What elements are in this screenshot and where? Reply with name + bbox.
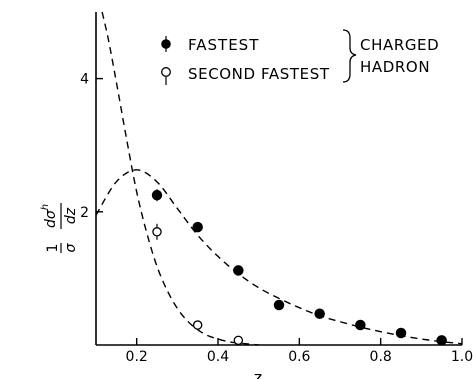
- point-second-fastest: [152, 227, 162, 237]
- svg-text:σ: σ: [63, 242, 79, 252]
- x-tick-label: 1.0: [451, 349, 473, 365]
- fit-curve-2: [101, 11, 259, 346]
- y-tick-label: 2: [80, 205, 89, 221]
- legend-label-fastest: FASTEST: [188, 36, 259, 54]
- y-tick-label: 4: [80, 72, 89, 88]
- legend-group-label-charged: CHARGED: [360, 36, 439, 54]
- legend-brace: [342, 29, 357, 83]
- point-fastest: [233, 265, 244, 276]
- point-fastest: [436, 335, 447, 346]
- svg-text:dz: dz: [63, 207, 79, 224]
- x-tick-label: 0.2: [126, 349, 148, 365]
- y-axis-label: 1 σ dσh dz: [40, 203, 79, 253]
- point-fastest: [192, 221, 203, 233]
- legend-label-second-fastest: SECOND FASTEST: [188, 65, 330, 83]
- point-fastest: [355, 319, 366, 331]
- x-tick-label: 0.8: [370, 349, 392, 365]
- x-tick-label: 0.4: [207, 349, 229, 365]
- legend-marker-second-fastest: [161, 67, 171, 77]
- point-fastest: [151, 189, 163, 201]
- svg-text:1: 1: [45, 244, 61, 253]
- x-axis-label: z: [254, 368, 262, 379]
- legend: FASTEST SECOND FASTEST CHARGED HADRON: [161, 29, 439, 85]
- point-fastest: [273, 299, 285, 311]
- point-fastest: [395, 327, 407, 339]
- point-fastest: [314, 308, 325, 319]
- point-second-fastest: [192, 320, 203, 330]
- x-tick-label: 0.6: [288, 349, 310, 365]
- point-second-fastest: [233, 335, 244, 346]
- legend-group-label-hadron: HADRON: [360, 58, 430, 76]
